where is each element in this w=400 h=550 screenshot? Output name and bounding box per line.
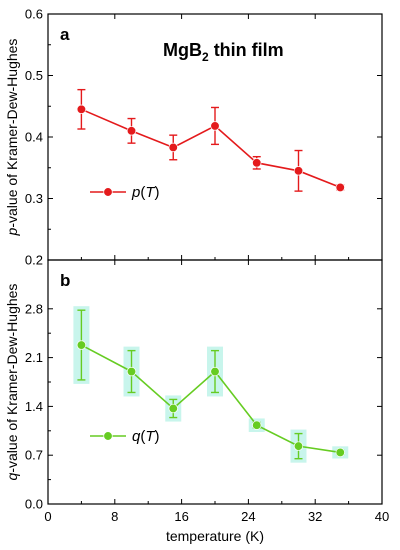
data-point xyxy=(252,158,262,168)
panel-letter: a xyxy=(60,25,70,44)
data-point xyxy=(76,340,87,350)
legend-variable: q xyxy=(132,428,141,445)
y-axis-title-variable: p xyxy=(4,227,20,236)
x-tick-label: 16 xyxy=(174,509,188,524)
panel-b: 0.00.71.42.12.8q-value of Kramer-Dew-Hug… xyxy=(4,259,383,512)
legend-paren-close: ) xyxy=(155,184,160,201)
legend-label: p(T) xyxy=(131,184,160,201)
legend-paren-open: ( xyxy=(140,428,145,445)
y-axis-title-text: -value of Kramer-Dew-Hughes xyxy=(4,284,20,473)
data-point xyxy=(168,142,178,153)
x-tick-label: 40 xyxy=(375,509,389,524)
data-point xyxy=(293,441,304,451)
y-axis-title-variable: q xyxy=(4,472,20,480)
legend-variable: p xyxy=(131,184,140,201)
y-axis-title-text: -value of Kramer-Dew-Hughes xyxy=(4,39,20,228)
data-point xyxy=(168,403,178,414)
annotation-subscript: 2 xyxy=(202,50,209,64)
series-line xyxy=(81,108,341,189)
y-tick-label: 2.1 xyxy=(25,350,43,365)
data-point xyxy=(293,166,304,176)
y-tick-label: 2.8 xyxy=(25,301,43,316)
y-axis-title: q-value of Kramer-Dew-Hughes xyxy=(4,284,20,481)
data-point xyxy=(126,366,137,377)
x-axis-title: temperature (K) xyxy=(166,528,264,544)
y-tick-label: 0.3 xyxy=(25,191,43,206)
legend-paren-close: ) xyxy=(155,428,160,445)
y-tick-label: 0.0 xyxy=(25,497,43,512)
data-point xyxy=(335,447,345,458)
x-tick-label: 24 xyxy=(241,509,255,524)
data-point xyxy=(252,420,262,430)
chart-annotation: MgB2 thin film xyxy=(163,40,284,64)
y-tick-label: 0.6 xyxy=(25,7,43,22)
x-tick-label: 0 xyxy=(44,509,51,524)
legend-marker xyxy=(103,187,113,197)
legend-argument: T xyxy=(145,428,156,445)
legend-argument: T xyxy=(145,184,156,201)
data-point xyxy=(76,104,87,114)
x-tick-label: 32 xyxy=(308,509,322,524)
x-tick-label: 8 xyxy=(111,509,118,524)
data-point xyxy=(335,182,345,193)
data-point xyxy=(210,366,220,377)
y-tick-label: 0.7 xyxy=(25,448,43,463)
y-tick-label: 1.4 xyxy=(25,399,43,414)
annotation-text: MgB xyxy=(163,40,202,60)
legend-paren-open: ( xyxy=(140,184,145,201)
x-axis: 0 8 16 24 32 40 temperature (K) xyxy=(44,509,389,544)
legend-label: q(T) xyxy=(132,428,160,445)
panel-letter: b xyxy=(60,271,70,290)
panel-a: 0.20.30.40.50.6p-value of Kramer-Dew-Hug… xyxy=(4,7,383,268)
y-tick-label: 0.2 xyxy=(25,253,43,268)
data-point xyxy=(210,121,220,131)
data-point xyxy=(126,126,137,136)
legend-marker xyxy=(103,431,113,441)
y-axis-title: p-value of Kramer-Dew-Hughes xyxy=(4,39,20,237)
annotation-rest: thin film xyxy=(209,40,284,60)
y-tick-label: 0.5 xyxy=(25,68,43,83)
y-tick-label: 0.4 xyxy=(25,130,43,145)
